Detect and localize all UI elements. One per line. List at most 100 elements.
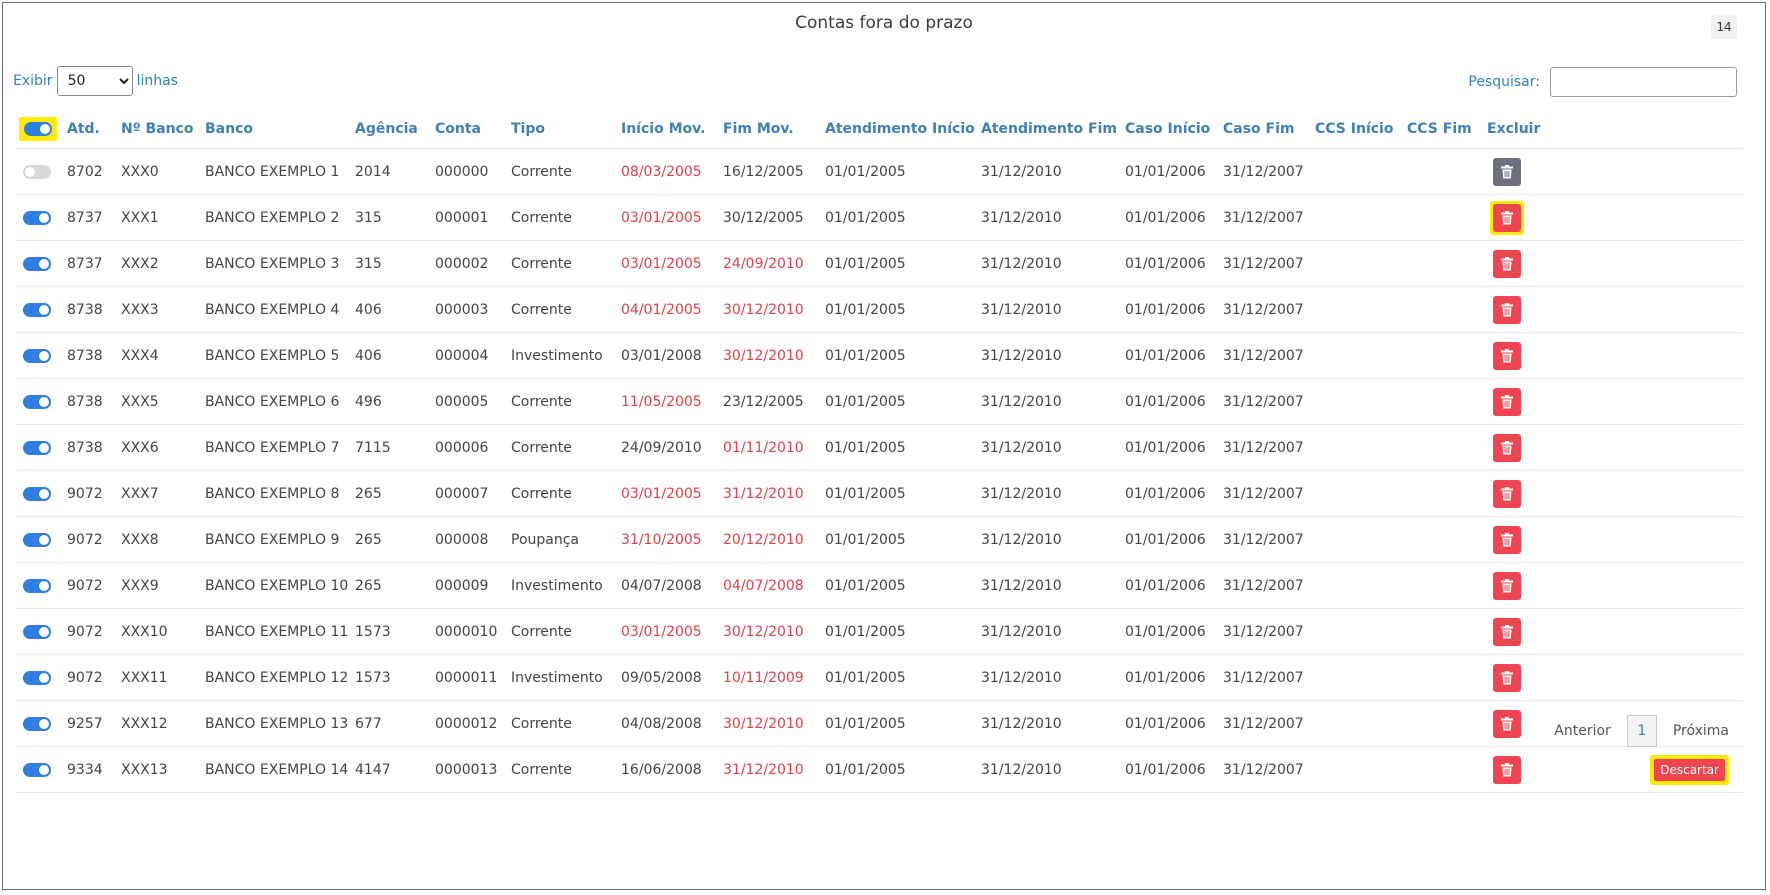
cell-excluir <box>1483 700 1743 747</box>
cell-ccs-fim <box>1403 240 1483 287</box>
next-page-button[interactable]: Próxima <box>1672 723 1729 739</box>
cell-banco: BANCO EXEMPLO 2 <box>201 194 351 241</box>
cell-banco: BANCO EXEMPLO 11 <box>201 608 351 655</box>
delete-button[interactable] <box>1493 525 1521 554</box>
cell-atendimento-inicio: 01/01/2005 <box>821 332 977 379</box>
cell-atendimento-inicio: 01/01/2005 <box>821 746 977 793</box>
cell-atendimento-inicio: 01/01/2005 <box>821 470 977 517</box>
cell-atendimento-fim: 31/12/2010 <box>977 746 1121 793</box>
delete-button[interactable] <box>1493 571 1521 600</box>
cell-nbanco: XXX8 <box>117 516 201 563</box>
col-select-all[interactable] <box>15 110 63 149</box>
delete-button[interactable] <box>1493 295 1521 324</box>
col-nbanco[interactable]: Nº Banco <box>117 110 201 149</box>
row-select-toggle[interactable] <box>23 670 51 685</box>
cell-atendimento-fim: 31/12/2010 <box>977 516 1121 563</box>
accounts-table: Atd. Nº Banco Banco Agência Conta Tipo I… <box>15 110 1743 793</box>
col-inicio-mov[interactable]: Início Mov. <box>617 110 719 149</box>
row-select-toggle[interactable] <box>23 440 51 455</box>
search-input[interactable] <box>1550 67 1737 97</box>
delete-button[interactable] <box>1493 387 1521 416</box>
select-all-toggle[interactable] <box>24 122 52 136</box>
cell-banco: BANCO EXEMPLO 3 <box>201 240 351 287</box>
rows-per-page-select[interactable]: 50 <box>56 66 133 96</box>
cell-ccs-fim <box>1403 746 1483 793</box>
col-tipo[interactable]: Tipo <box>507 110 617 149</box>
col-atd[interactable]: Atd. <box>63 110 117 149</box>
row-select-toggle[interactable] <box>23 624 51 639</box>
row-select-toggle[interactable] <box>23 210 51 225</box>
cell-ccs-fim <box>1403 700 1483 747</box>
cell-caso-inicio: 01/01/2006 <box>1121 378 1219 425</box>
cell-inicio-mov: 04/01/2005 <box>617 286 719 333</box>
row-select-toggle[interactable] <box>23 578 51 593</box>
cell-agencia: 677 <box>351 700 431 747</box>
row-select-toggle[interactable] <box>23 394 51 409</box>
cell-atendimento-fim: 31/12/2010 <box>977 148 1121 195</box>
delete-button[interactable] <box>1493 663 1521 692</box>
row-select-toggle[interactable] <box>23 762 51 777</box>
cell-tipo: Corrente <box>507 470 617 517</box>
cell-ccs-inicio <box>1311 562 1403 609</box>
cell-ccs-fim <box>1403 516 1483 563</box>
row-select-toggle[interactable] <box>23 164 51 179</box>
col-caso-fim[interactable]: Caso Fim <box>1219 110 1311 149</box>
row-select-toggle[interactable] <box>23 716 51 731</box>
cell-nbanco: XXX4 <box>117 332 201 379</box>
cell-caso-inicio: 01/01/2006 <box>1121 608 1219 655</box>
cell-nbanco: XXX7 <box>117 470 201 517</box>
delete-button[interactable] <box>1493 341 1521 370</box>
col-excluir: Excluir <box>1483 110 1743 149</box>
pagination: Anterior 1 Próxima <box>1554 715 1729 747</box>
delete-button[interactable] <box>1493 617 1521 646</box>
cell-atendimento-fim: 31/12/2010 <box>977 332 1121 379</box>
cell-conta: 0000011 <box>431 654 507 701</box>
cell-atd: 9072 <box>63 654 117 701</box>
col-ccs-inicio[interactable]: CCS Início <box>1311 110 1403 149</box>
cell-tipo: Corrente <box>507 378 617 425</box>
col-atendimento-inicio[interactable]: Atendimento Início <box>821 110 977 149</box>
col-atendimento-fim[interactable]: Atendimento Fim <box>977 110 1121 149</box>
prev-page-button[interactable]: Anterior <box>1554 723 1611 739</box>
cell-conta: 000009 <box>431 562 507 609</box>
delete-button[interactable] <box>1493 479 1521 508</box>
col-fim-mov[interactable]: Fim Mov. <box>719 110 821 149</box>
cell-banco: BANCO EXEMPLO 14 <box>201 746 351 793</box>
col-agencia[interactable]: Agência <box>351 110 431 149</box>
cell-nbanco: XXX13 <box>117 746 201 793</box>
col-conta[interactable]: Conta <box>431 110 507 149</box>
cell-toggle <box>15 424 63 471</box>
trash-icon <box>1501 348 1513 363</box>
row-select-toggle[interactable] <box>23 532 51 547</box>
table-row: 9072 XXX11 BANCO EXEMPLO 12 1573 0000011 Inve… <box>15 654 1743 701</box>
discard-button[interactable]: Descartar <box>1654 759 1725 781</box>
trash-icon <box>1501 210 1513 225</box>
delete-button[interactable] <box>1493 249 1521 278</box>
cell-tipo: Corrente <box>507 424 617 471</box>
row-select-toggle[interactable] <box>23 302 51 317</box>
col-banco[interactable]: Banco <box>201 110 351 149</box>
delete-button[interactable] <box>1493 157 1521 186</box>
cell-conta: 000008 <box>431 516 507 563</box>
row-select-toggle[interactable] <box>23 256 51 271</box>
cell-atendimento-fim: 31/12/2010 <box>977 700 1121 747</box>
cell-caso-inicio: 01/01/2006 <box>1121 332 1219 379</box>
col-ccs-fim[interactable]: CCS Fim <box>1403 110 1483 149</box>
cell-ccs-inicio <box>1311 608 1403 655</box>
delete-button[interactable] <box>1493 433 1521 462</box>
cell-banco: BANCO EXEMPLO 10 <box>201 562 351 609</box>
page-number-button[interactable]: 1 <box>1626 715 1657 747</box>
cell-atendimento-inicio: 01/01/2005 <box>821 562 977 609</box>
cell-ccs-inicio <box>1311 148 1403 195</box>
cell-inicio-mov: 03/01/2005 <box>617 194 719 241</box>
cell-conta: 000002 <box>431 240 507 287</box>
cell-atendimento-fim: 31/12/2010 <box>977 378 1121 425</box>
cell-agencia: 496 <box>351 378 431 425</box>
col-caso-inicio[interactable]: Caso Início <box>1121 110 1219 149</box>
row-select-toggle[interactable] <box>23 486 51 501</box>
delete-button[interactable] <box>1493 755 1521 784</box>
delete-button[interactable] <box>1493 203 1521 232</box>
delete-button[interactable] <box>1493 709 1521 738</box>
row-select-toggle[interactable] <box>23 348 51 363</box>
cell-atendimento-fim: 31/12/2010 <box>977 562 1121 609</box>
